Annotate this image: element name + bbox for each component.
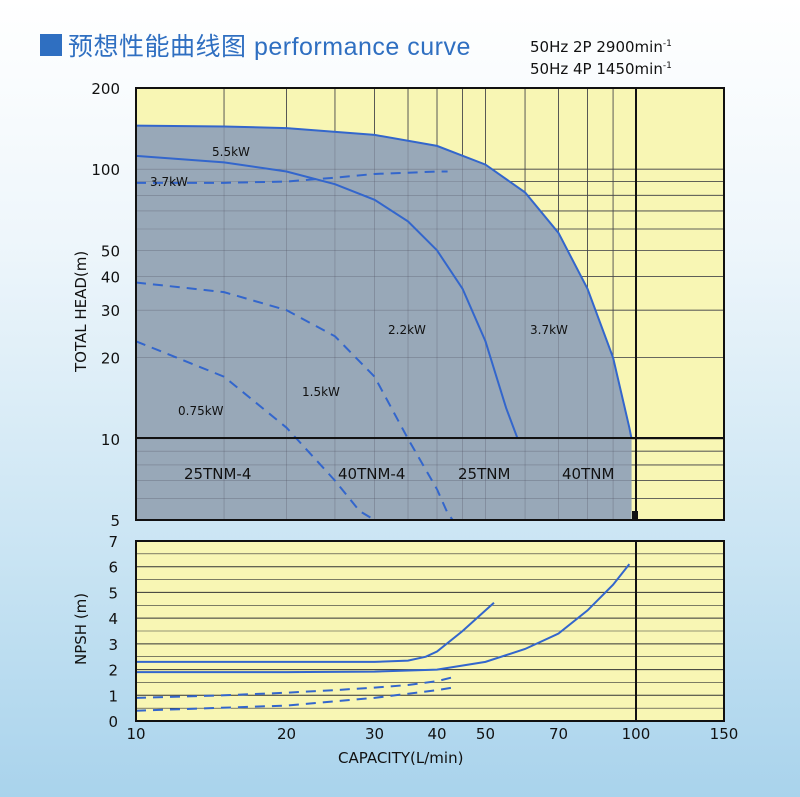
label-1-5kw: 1.5kW — [302, 385, 340, 399]
head-y-tick: 5 — [110, 512, 120, 530]
label-3-7kw-solid: 3.7kW — [530, 323, 568, 337]
chart-title: 预想性能曲线图 performance curve — [68, 33, 471, 61]
npsh-y-tick: 4 — [108, 610, 118, 628]
npsh-y-tick: 7 — [108, 533, 118, 551]
label-2-2kw: 2.2kW — [388, 323, 426, 337]
npsh-y-tick: 6 — [108, 559, 118, 577]
x-tick: 40 — [427, 725, 446, 743]
label-5-5kw: 5.5kW — [212, 145, 250, 159]
operating-region — [136, 125, 632, 520]
head-curves — [135, 124, 633, 521]
npsh-curve-0 — [136, 601, 495, 663]
head-y-ticks: 200 100 50 40 30 20 10 5 — [91, 80, 120, 530]
head-y-tick: 50 — [101, 242, 120, 260]
x-tick: 30 — [365, 725, 384, 743]
head-plot-frame — [135, 87, 725, 521]
model-40tnm: 40TNM — [562, 465, 614, 483]
head-marker — [632, 511, 638, 520]
spec-line-2p-text: 50Hz 2P 2900min — [530, 38, 663, 56]
head-y-tick: 20 — [101, 350, 120, 368]
x-tick: 70 — [549, 725, 568, 743]
npsh-y-ticks: 7 6 5 4 3 2 1 0 — [108, 533, 118, 731]
x-tick: 10 — [126, 725, 145, 743]
npsh-plot-frame — [135, 540, 725, 722]
title-square-icon — [40, 34, 62, 56]
npsh-grid — [136, 540, 724, 722]
head-plot: 5.5kW 3.7kW 2.2kW 3.7kW 1.5kW 0.75kW 25T… — [72, 80, 725, 530]
npsh-y-axis-title: NPSH (m) — [72, 593, 90, 665]
x-tick: 20 — [277, 725, 296, 743]
spec-line-4p-sup: -1 — [662, 61, 672, 71]
npsh-y-tick: 0 — [108, 713, 118, 731]
npsh-curve-1 — [136, 563, 631, 674]
model-40tnm-4: 40TNM-4 — [338, 465, 405, 483]
model-25tnm: 25TNM — [458, 465, 510, 483]
head-y-tick: 100 — [91, 161, 120, 179]
model-25tnm-4: 25TNM-4 — [184, 465, 251, 483]
label-0-75kw: 0.75kW — [178, 404, 224, 418]
x-ticks: 10 20 30 40 50 70 100 150 — [126, 725, 738, 743]
x-tick: 150 — [710, 725, 739, 743]
head-y-tick: 40 — [101, 268, 120, 286]
spec-line-2p: 50Hz 2P 2900min-1 — [530, 38, 672, 56]
spec-line-4p-text: 50Hz 4P 1450min — [530, 60, 663, 78]
npsh-plot: 7 6 5 4 3 2 1 0 NPSH (m) — [72, 533, 725, 731]
head-y-axis-title: TOTAL HEAD(m) — [72, 251, 90, 373]
npsh-y-tick: 1 — [108, 687, 118, 705]
npsh-curves — [135, 563, 631, 712]
x-tick: 50 — [476, 725, 495, 743]
spec-line-2p-sup: -1 — [662, 39, 672, 49]
title-bar: 预想性能曲线图 performance curve — [40, 30, 471, 61]
npsh-curve-3 — [135, 686, 453, 712]
head-y-tick: 200 — [91, 80, 120, 98]
npsh-y-tick: 2 — [108, 662, 118, 680]
head-curve-1 — [135, 154, 519, 440]
head-curve-3 — [135, 281, 454, 521]
npsh-y-tick: 3 — [108, 636, 118, 654]
x-tick: 100 — [622, 725, 651, 743]
head-curve-0 — [135, 124, 633, 440]
npsh-curve-2 — [135, 676, 453, 699]
npsh-y-tick: 5 — [108, 584, 118, 602]
head-y-tick: 10 — [101, 431, 120, 449]
label-3-7kw-dashed: 3.7kW — [150, 175, 188, 189]
spec-line-4p: 50Hz 4P 1450min-1 — [530, 60, 672, 78]
head-y-tick: 30 — [101, 302, 120, 320]
head-curve-4 — [135, 340, 376, 521]
head-curve-2 — [136, 170, 448, 184]
x-axis-title: CAPACITY(L/min) — [338, 749, 463, 767]
